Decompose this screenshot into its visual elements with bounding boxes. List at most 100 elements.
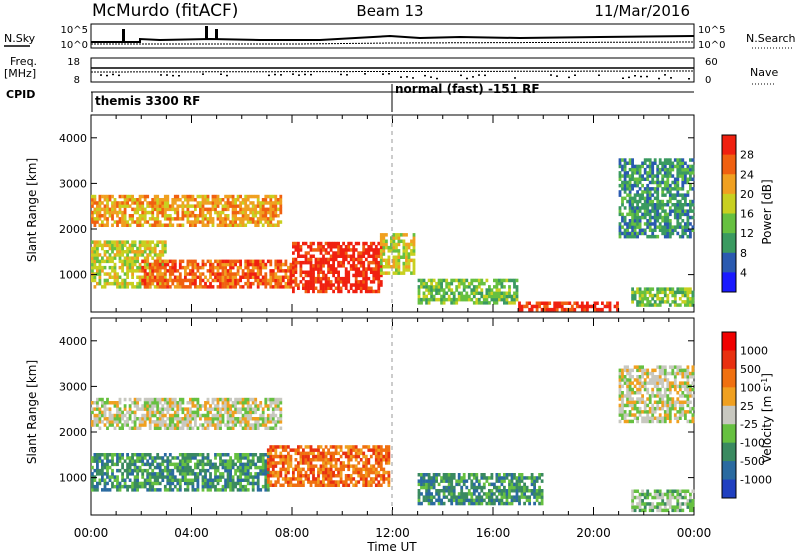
- heatmap-cell: [266, 448, 270, 452]
- heatmap-cell: [96, 397, 99, 402]
- heatmap-cell: [636, 300, 639, 304]
- heatmap-cell: [324, 276, 328, 281]
- heatmap-cell: [158, 259, 162, 264]
- heatmap-cell: [196, 404, 200, 408]
- heatmap-cell: [681, 225, 685, 229]
- heatmap-cell: [334, 245, 338, 249]
- heatmap-cell: [648, 164, 652, 169]
- nave-dot: [346, 74, 348, 76]
- heatmap-cell: [387, 480, 391, 484]
- heatmap-cell: [402, 261, 406, 266]
- heatmap-cell: [349, 286, 353, 290]
- heatmap-cell: [633, 199, 637, 204]
- heatmap-cell: [402, 245, 406, 250]
- heatmap-cell: [505, 476, 509, 480]
- heatmap-cell: [367, 251, 371, 255]
- heatmap-cell: [671, 187, 675, 191]
- heatmap-cell: [246, 207, 250, 212]
- heatmap-cell: [244, 397, 248, 402]
- heatmap-cell: [143, 413, 147, 418]
- heatmap-cell: [661, 167, 665, 172]
- heatmap-cell: [161, 413, 165, 418]
- heatmap-cell: [113, 220, 117, 224]
- heatmap-cell: [163, 265, 167, 270]
- heatmap-cell: [312, 286, 315, 290]
- heatmap-cell: [189, 214, 192, 218]
- heatmap-cell: [299, 270, 303, 274]
- heatmap-cell: [648, 203, 652, 207]
- heatmap-cell: [317, 248, 320, 252]
- heatmap-cell: [96, 217, 99, 221]
- heatmap-cell: [189, 220, 192, 224]
- heatmap-cell: [116, 246, 119, 251]
- heatmap-cell: [201, 456, 205, 460]
- heatmap-cell: [437, 297, 441, 302]
- heatmap-cell: [508, 492, 511, 496]
- heatmap-cell: [256, 275, 260, 279]
- heatmap-cell: [472, 294, 476, 299]
- heatmap-cell: [201, 481, 205, 486]
- heatmap-cell: [106, 250, 109, 254]
- heatmap-cell: [364, 283, 368, 287]
- heatmap-cell: [322, 260, 325, 265]
- heatmap-cell: [387, 451, 391, 456]
- heatmap-cell: [156, 404, 160, 408]
- heatmap-cell: [359, 251, 363, 255]
- heatmap-cell: [663, 161, 667, 165]
- heatmap-cell: [231, 404, 235, 408]
- heatmap-cell: [151, 223, 155, 227]
- heatmap-cell: [626, 222, 629, 226]
- heatmap-cell: [317, 477, 320, 481]
- heatmap-cell: [148, 417, 152, 421]
- heatmap-cell: [671, 225, 675, 229]
- heatmap-cell: [101, 468, 104, 473]
- heatmap-cell: [279, 458, 283, 462]
- heatmap-cell: [269, 272, 273, 276]
- heatmap-cell: [364, 474, 368, 478]
- heatmap-cell: [111, 484, 114, 489]
- heatmap-cell: [251, 259, 255, 264]
- heatmap-cell: [189, 413, 192, 418]
- heatmap-cell: [214, 417, 217, 421]
- heatmap-cell: [219, 198, 222, 202]
- heatmap-cell: [470, 492, 474, 496]
- heatmap-cell: [229, 220, 232, 224]
- heatmap-cell: [658, 297, 662, 301]
- heatmap-cell: [480, 498, 484, 503]
- heatmap-cell: [133, 484, 137, 489]
- heatmap-cell: [422, 476, 426, 480]
- heatmap-cell: [362, 280, 366, 284]
- heatmap-cell: [329, 241, 333, 246]
- heatmap-cell: [299, 260, 303, 265]
- heatmap-cell: [133, 240, 137, 244]
- heatmap-cell: [151, 413, 155, 418]
- heatmap-cell: [266, 404, 270, 408]
- heatmap-cell: [151, 281, 155, 286]
- heatmap-cell: [121, 410, 124, 415]
- heatmap-cell: [118, 256, 122, 260]
- heatmap-cell: [121, 281, 124, 286]
- heatmap-cell: [337, 280, 340, 284]
- heatmap-cell: [226, 407, 230, 411]
- heatmap-cell: [163, 246, 167, 251]
- heatmap-cell: [276, 281, 280, 286]
- heatmap-cell: [269, 278, 273, 283]
- heatmap-cell: [118, 401, 122, 405]
- heatmap-cell: [108, 488, 112, 492]
- heatmap-cell: [490, 498, 494, 503]
- heatmap-cell: [508, 291, 511, 295]
- heatmap-cell: [151, 201, 155, 205]
- heatmap-cell: [131, 259, 134, 264]
- heatmap-cell: [209, 207, 212, 212]
- heatmap-cell: [523, 482, 526, 487]
- heatmap-cell: [239, 468, 242, 473]
- heatmap-cell: [342, 480, 345, 484]
- heatmap-cell: [214, 275, 217, 279]
- heatmap-cell: [219, 281, 222, 286]
- heatmap-cell: [319, 260, 323, 265]
- heatmap-cell: [661, 228, 665, 232]
- heatmap-cell: [118, 253, 122, 257]
- heatmap-cell: [289, 265, 293, 270]
- heatmap-cell: [261, 198, 265, 202]
- heatmap-cell: [681, 203, 685, 207]
